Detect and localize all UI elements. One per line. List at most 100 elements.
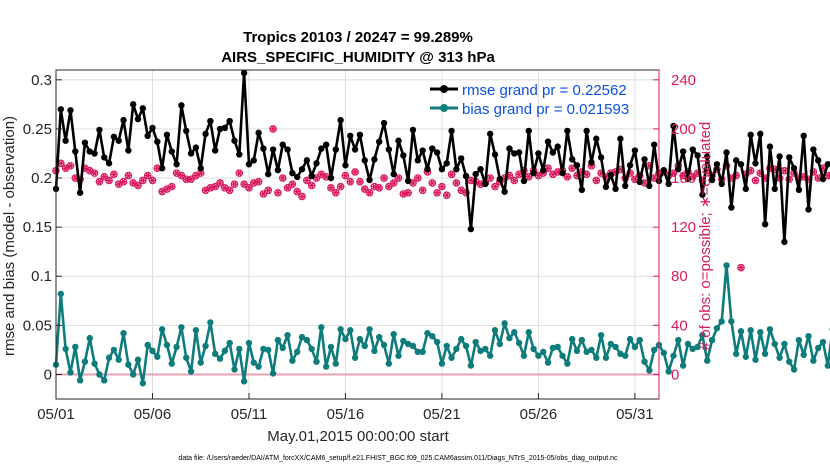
bias-point: [197, 359, 204, 366]
obs-evaluated-marker: [390, 179, 398, 187]
bias-point: [303, 336, 311, 344]
obs-evaluated-marker: [399, 190, 407, 198]
bias-point: [477, 347, 484, 355]
rmse-point: [144, 132, 151, 139]
obs-evaluated-marker: [100, 173, 108, 181]
bias-point: [187, 368, 195, 375]
bias-point: [496, 340, 504, 348]
rmse-point: [790, 165, 798, 172]
rmse-point: [704, 153, 711, 160]
x-axis-label: May.01,2015 00:00:00 start: [267, 428, 449, 445]
bias-series: [52, 262, 830, 387]
obs-evaluated-marker: [221, 184, 229, 192]
obs-evaluated-marker: [206, 184, 214, 192]
obs-evaluated-marker: [356, 178, 364, 186]
obs-evaluated-marker: [308, 181, 316, 189]
bias-point: [684, 340, 692, 348]
obs-evaluated-marker: [438, 183, 446, 191]
obs-evaluated-marker: [240, 180, 248, 188]
bias-point: [129, 371, 137, 378]
obs-evaluated-marker: [433, 189, 441, 197]
rmse-point: [742, 185, 750, 193]
y-tick-label-right: 200: [671, 121, 696, 138]
rmse-point: [279, 141, 286, 148]
bias-point: [694, 343, 701, 351]
bias-point: [279, 344, 286, 352]
bias-point: [824, 362, 830, 369]
rmse-point: [211, 147, 219, 154]
x-tick-label: 05/31: [616, 406, 654, 423]
y-tick-label-left: 0.1: [31, 268, 52, 285]
rmse-series: [52, 69, 830, 246]
bias-point: [515, 339, 523, 347]
rmse-point: [530, 169, 537, 177]
bias-point: [742, 353, 750, 360]
rmse-point: [183, 127, 190, 135]
rmse-point: [544, 138, 552, 145]
rmse-point: [207, 117, 214, 125]
bias-point: [168, 360, 175, 367]
bias-point: [419, 348, 426, 356]
obs-evaluated-marker: [105, 177, 113, 184]
obs-evaluated-marker: [394, 174, 403, 182]
bias-point: [462, 342, 470, 350]
bias-point: [636, 336, 643, 344]
bias-point: [207, 319, 214, 326]
rmse-point: [409, 126, 417, 134]
bias-point: [718, 318, 725, 325]
obs-evaluated-marker: [124, 172, 132, 180]
bias-point: [675, 336, 682, 344]
bias-point: [766, 326, 774, 333]
obs-evaluated-marker: [230, 180, 239, 188]
rmse-point: [679, 148, 687, 155]
bias-point: [781, 340, 788, 348]
y-tick-label-right: 0: [671, 366, 679, 383]
obs-evaluated-marker: [563, 173, 571, 181]
rmse-point: [737, 161, 745, 168]
rmse-point: [327, 174, 335, 182]
bias-point: [154, 353, 161, 360]
bias-point: [530, 345, 537, 353]
legend: rmse grand pr = 0.22562 bias grand pr = …: [430, 82, 629, 118]
y-tick-label-right: 120: [671, 219, 696, 236]
bias-point: [491, 327, 499, 334]
legend-label-bias: bias grand pr = 0.021593: [462, 101, 629, 118]
obs-evaluated-marker: [568, 164, 576, 172]
rmse-point: [462, 172, 470, 180]
obs-evaluated-marker: [110, 170, 118, 178]
rmse-point: [631, 147, 639, 154]
obs-evaluated-marker: [491, 183, 499, 191]
bias-point: [757, 329, 764, 336]
bias-point: [573, 347, 581, 355]
rmse-point: [178, 102, 185, 109]
bias-point: [723, 262, 730, 269]
rmse-point: [684, 175, 692, 183]
rmse-point: [356, 131, 364, 139]
bias-point: [776, 354, 783, 361]
y-axis-label-right: # of obs: o=possible; ∗=evaluated: [697, 122, 714, 351]
obs-evaluated-marker: [259, 190, 268, 198]
bias-point: [332, 360, 339, 367]
rmse-point: [361, 157, 368, 164]
rmse-point: [515, 149, 523, 156]
rmse-point: [221, 124, 229, 132]
bias-point: [622, 352, 629, 359]
rmse-point: [105, 160, 113, 167]
rmse-point: [511, 150, 518, 157]
bias-point: [245, 339, 253, 347]
bias-point: [814, 344, 822, 352]
bias-point: [236, 345, 243, 353]
rmse-point: [231, 137, 238, 144]
y-tick-label-right: 240: [671, 72, 696, 89]
bias-point: [67, 369, 74, 376]
bias-point: [506, 334, 513, 342]
rmse-point: [294, 173, 301, 181]
bias-point: [395, 352, 402, 359]
obs-evaluated-marker: [274, 189, 282, 197]
rmse-point: [728, 204, 735, 211]
rmse-point: [433, 149, 441, 156]
rmse-point: [660, 166, 668, 174]
obs-evaluated-marker: [737, 264, 745, 272]
rmse-point: [72, 148, 79, 155]
rmse-point: [482, 180, 489, 188]
